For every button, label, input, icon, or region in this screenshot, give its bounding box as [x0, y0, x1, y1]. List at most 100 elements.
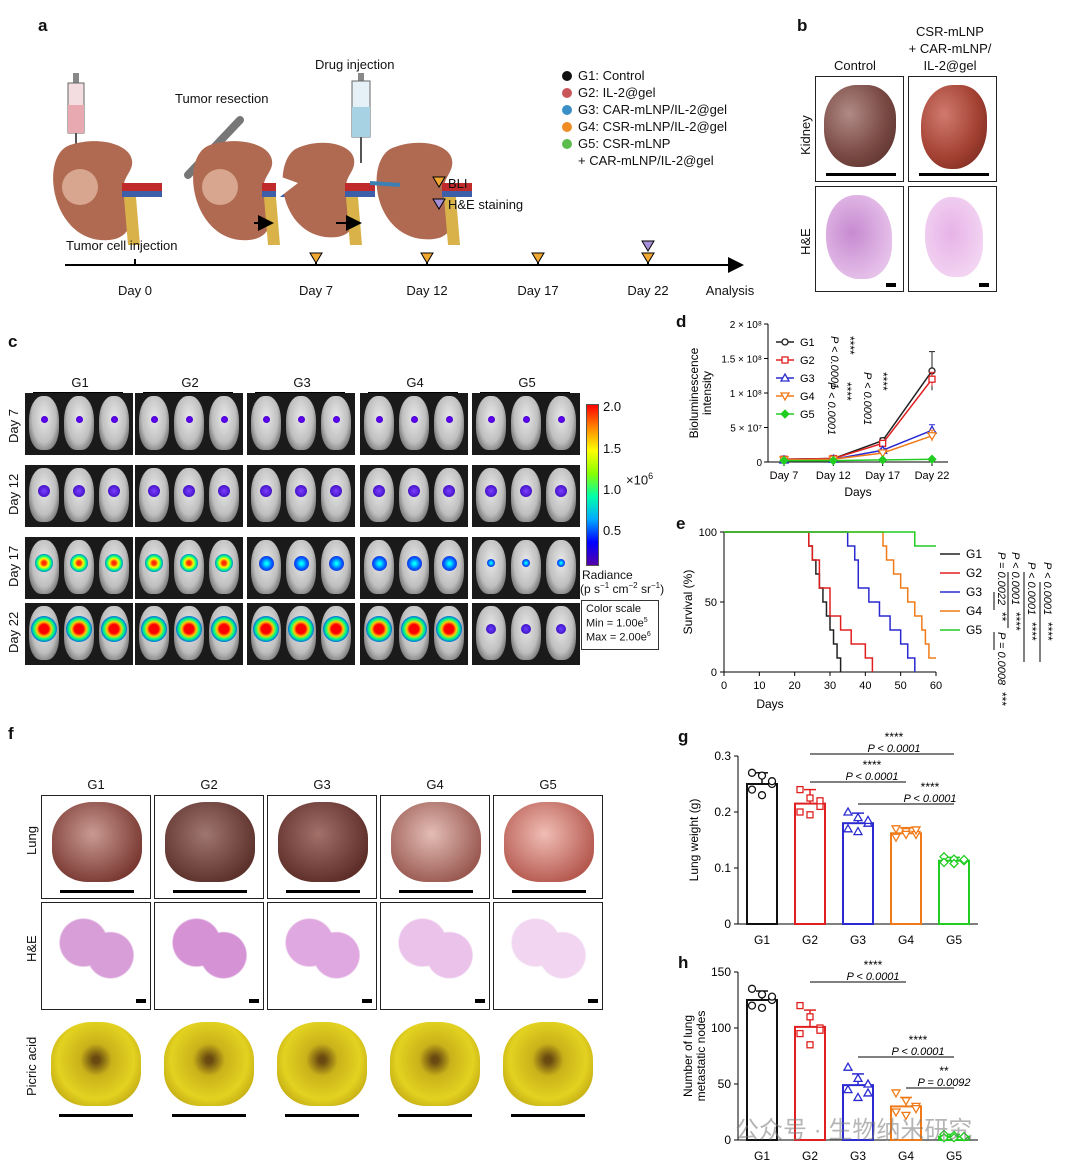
- data-point: [900, 1111, 912, 1121]
- lung-he-section: [52, 909, 142, 993]
- bli-image-tile: [472, 393, 580, 455]
- x-tick-label: 60: [930, 680, 942, 692]
- lung-picric-acid-photo: [51, 1022, 141, 1106]
- bli-image-tile: [25, 537, 133, 599]
- data-point: [852, 1073, 864, 1083]
- tumor-resection-label: Tumor resection: [175, 91, 269, 106]
- p-value: P < 0.0001: [1009, 552, 1021, 605]
- bli-signal-spot: [371, 555, 387, 571]
- bli-day-label: Day 22: [6, 611, 21, 653]
- lung-image-tile: [267, 902, 377, 1010]
- drug-injection-label: Drug injection: [315, 57, 395, 72]
- scale-bar: [511, 1114, 585, 1117]
- bli-signal-spot: [410, 415, 418, 423]
- data-point: [877, 455, 888, 465]
- mouse-icon: [364, 396, 394, 450]
- bli-group-underline: [480, 392, 570, 393]
- mouse-icon: [286, 396, 316, 450]
- mouse-icon: [476, 396, 506, 450]
- bli-day-label: Day 17: [6, 545, 21, 587]
- data-point: [806, 811, 814, 819]
- bli-signal-spot: [258, 555, 274, 571]
- bli-group-label: G3: [293, 375, 311, 390]
- timeline-day7: Day 7: [299, 283, 333, 298]
- x-tick-label: G5: [946, 1149, 962, 1163]
- kidney-photo-control: [815, 76, 904, 182]
- data-point: [781, 338, 789, 346]
- legend-g2: G2: IL-2@gel: [578, 85, 656, 100]
- bli-signal-spot: [75, 415, 83, 423]
- bli-signal-spot: [487, 559, 495, 567]
- legend-dot: [562, 71, 572, 81]
- colorbar-tick-1-0: 1.0: [603, 482, 622, 497]
- bli-signal-spot: [185, 415, 193, 423]
- data-point: [900, 830, 912, 840]
- x-tick-label: G4: [898, 933, 914, 947]
- legend-label: G5: [800, 409, 815, 421]
- y-tick-label: 50: [718, 1077, 732, 1091]
- p-value: P = 0.0008: [995, 632, 1007, 686]
- mouse-icon: [434, 396, 464, 450]
- metastatic-nodes-chart: 0 50 100 150 Number of lung metastatic nodes G…: [681, 958, 978, 1163]
- bli-signal-spot: [366, 616, 392, 642]
- bli-signal-spot: [150, 415, 158, 423]
- lung-photo: [165, 802, 255, 882]
- x-tick-label: Day 7: [770, 470, 799, 482]
- p-value: P < 0.0001: [1041, 562, 1053, 615]
- data-point: [747, 785, 757, 794]
- y-tick-label: 0.3: [714, 749, 731, 763]
- bli-image-tile: [135, 393, 243, 455]
- tumor-cell-injection-label: Tumor cell injection: [66, 238, 178, 253]
- lung-group-label: G4: [426, 777, 444, 792]
- bli-signal-spot: [297, 415, 305, 423]
- data-point: [757, 791, 767, 800]
- significance-annotation: ****: [840, 382, 854, 401]
- y-tick-label: 0: [724, 917, 731, 931]
- scale-bar: [59, 1114, 133, 1117]
- bli-signal-spot: [108, 485, 120, 497]
- data-point: [806, 1041, 814, 1049]
- legend-g1: G1: Control: [578, 68, 645, 83]
- scale-bar: [60, 890, 134, 893]
- bli-signal-spot: [406, 555, 422, 571]
- legend-dot: [562, 88, 572, 98]
- y-axis-title: Bioluminescence: [687, 347, 701, 438]
- p-value: P = 0.0022: [995, 552, 1007, 605]
- colorbar-unit-base: ×10: [626, 472, 649, 488]
- x-axis-title: Days: [844, 485, 871, 499]
- bli-signal-spot: [220, 415, 228, 423]
- bli-signal-spot: [148, 485, 160, 497]
- significance-annotation: P < 0.0001: [828, 336, 840, 389]
- lung-photo: [504, 802, 594, 882]
- lung-picric-acid-photo: [164, 1022, 254, 1106]
- bli-image-tile: [472, 537, 580, 599]
- bli-group-underline: [255, 392, 345, 393]
- x-tick-label: 20: [789, 680, 801, 692]
- lung-picric-acid-photo: [277, 1022, 367, 1106]
- panel-b-treated-header-3: IL-2@gel: [923, 58, 977, 73]
- x-tick-label: 40: [859, 680, 871, 692]
- lung-he-section: [278, 909, 368, 993]
- stars: ****: [1009, 612, 1023, 631]
- y-tick-label: 100: [711, 1021, 731, 1035]
- bli-signal-spot: [73, 485, 85, 497]
- significance-stars: ****: [909, 1033, 928, 1047]
- timeline-day12: Day 12: [406, 283, 448, 298]
- lung-image-tile: [41, 902, 151, 1010]
- y-tick-label: 50: [705, 597, 717, 609]
- significance-annotation: P < 0.0001 ****: [1041, 562, 1055, 641]
- colorbar-tick-1-5: 1.5: [603, 441, 622, 456]
- data-point: [757, 1003, 767, 1012]
- bli-signal-spot: [556, 624, 566, 634]
- bli-signal-spot: [66, 616, 92, 642]
- bli-signal-spot: [401, 616, 427, 642]
- bli-signal-spot: [215, 554, 233, 572]
- bli-image-tile: [135, 537, 243, 599]
- timeline-day0: Day 0: [118, 283, 152, 298]
- data-point: [890, 833, 902, 843]
- data-point: [949, 858, 959, 869]
- data-point: [780, 409, 790, 419]
- bli-signal-spot: [520, 485, 532, 497]
- x-tick-label: Day 17: [865, 470, 900, 482]
- lung-group-label: G2: [200, 777, 218, 792]
